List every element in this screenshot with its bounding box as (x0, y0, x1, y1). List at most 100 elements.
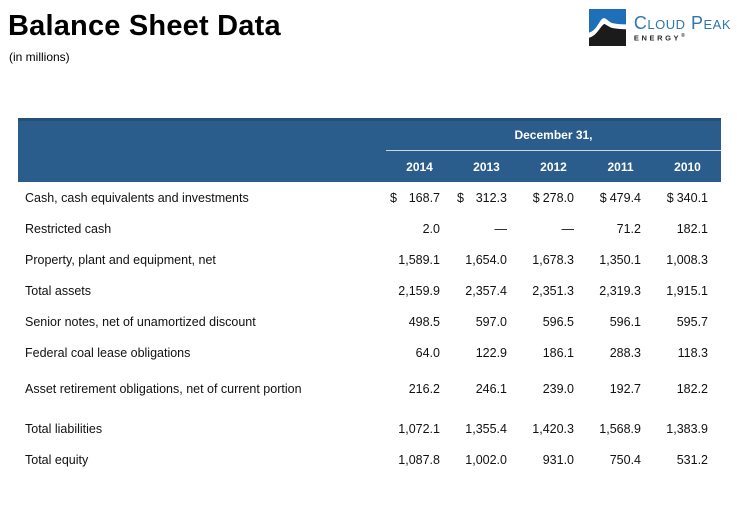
cell-value: 340.1 (676, 190, 708, 205)
cell-value: 1,350.1 (599, 252, 641, 267)
cell-value: 2,351.3 (532, 283, 574, 298)
cell: 186.1 (520, 346, 587, 360)
cell-value: 595.7 (676, 314, 708, 329)
cell: 2,351.3 (520, 284, 587, 298)
table-row-property-plant-equipment: Property, plant and equipment, net 1,589… (18, 244, 721, 275)
cell: 2.0 (386, 222, 453, 236)
table-row-restricted-cash: Restricted cash 2.0 — — 71.2 182.1 (18, 213, 721, 244)
currency-symbol: $ (390, 190, 397, 205)
row-label: Senior notes, net of unamortized discoun… (25, 314, 256, 329)
cell: 1,589.1 (386, 253, 453, 267)
cell-value: 182.1 (676, 221, 708, 236)
row-label: Total assets (25, 283, 92, 298)
cell: — (520, 222, 587, 236)
registered-trademark-symbol: ® (681, 32, 685, 39)
cell-value: 1,420.3 (532, 421, 574, 436)
row-label: Total equity (25, 452, 89, 467)
cell-value: 596.1 (609, 314, 641, 329)
column-header-2011: 2011 (607, 159, 634, 174)
cell: $340.1 (654, 191, 721, 205)
currency-symbol: $ (599, 190, 607, 205)
cell-value: 122.9 (475, 345, 507, 360)
year-columns-row: 2014 2013 2012 2011 2010 (18, 151, 721, 182)
cell: 182.1 (654, 222, 721, 236)
cell: 596.5 (520, 315, 587, 329)
cell: 498.5 (386, 315, 453, 329)
cell: 1,678.3 (520, 253, 587, 267)
cell: 239.0 (520, 382, 587, 396)
cell: 1,087.8 (386, 453, 453, 467)
cell-value: 216.2 (408, 381, 440, 396)
cell-value: 596.5 (542, 314, 574, 329)
cell: — (453, 222, 520, 236)
row-label: Property, plant and equipment, net (25, 252, 216, 267)
cell: 1,002.0 (453, 453, 520, 467)
cell-value: 498.5 (408, 314, 440, 329)
cell: 182.2 (654, 382, 721, 396)
cell: $312.3 (453, 191, 520, 205)
cell-value: 1,654.0 (465, 252, 507, 267)
cell-value: 1,678.3 (532, 252, 574, 267)
cell-value: 71.2 (616, 221, 641, 236)
cell: 1,568.9 (587, 422, 654, 436)
cell: 1,383.9 (654, 422, 721, 436)
cell-value: 312.3 (475, 190, 507, 205)
cell: $479.4 (587, 191, 654, 205)
cell: 750.4 (587, 453, 654, 467)
date-header: December 31, (386, 121, 721, 151)
cell: 118.3 (654, 346, 721, 360)
table-row-cash: Cash, cash equivalents and investments $… (18, 182, 721, 213)
table-body: Cash, cash equivalents and investments $… (18, 182, 721, 475)
cell: 288.3 (587, 346, 654, 360)
cell: 1,008.3 (654, 253, 721, 267)
table-row-total-assets: Total assets 2,159.9 2,357.4 2,351.3 2,3… (18, 275, 721, 306)
table-row-federal-coal-lease: Federal coal lease obligations 64.0 122.… (18, 337, 721, 368)
cell-value: 1,008.3 (666, 252, 708, 267)
row-label: Asset retirement obligations, net of cur… (25, 381, 302, 396)
cell-value: 1,087.8 (398, 452, 440, 467)
table-row-asset-retirement: Asset retirement obligations, net of cur… (18, 373, 721, 404)
cell: 246.1 (453, 382, 520, 396)
cell: 1,350.1 (587, 253, 654, 267)
cell: 596.1 (587, 315, 654, 329)
cell-value: — (561, 221, 575, 236)
cell-value: — (494, 221, 508, 236)
cell: 595.7 (654, 315, 721, 329)
cell: 1,420.3 (520, 422, 587, 436)
cell: 71.2 (587, 222, 654, 236)
row-label: Cash, cash equivalents and investments (25, 190, 249, 205)
column-header-2013: 2013 (473, 159, 500, 174)
cell: 1,072.1 (386, 422, 453, 436)
brand-wordmark: Cloud Peak ENERGY® (634, 14, 731, 42)
cell-value: 1,589.1 (398, 252, 440, 267)
page-title: Balance Sheet Data (8, 10, 281, 42)
cell-value: 2,319.3 (599, 283, 641, 298)
row-label: Federal coal lease obligations (25, 345, 191, 360)
cell: $278.0 (520, 191, 587, 205)
cloud-peak-mountain-icon (588, 9, 626, 46)
cell: 216.2 (386, 382, 453, 396)
cell-value: 1,002.0 (465, 452, 507, 467)
cell: 597.0 (453, 315, 520, 329)
cell: 1,915.1 (654, 284, 721, 298)
row-label: Total liabilities (25, 421, 103, 436)
table-header: December 31, 2014 2013 2012 2011 2010 (18, 118, 721, 182)
cell: 64.0 (386, 346, 453, 360)
brand-logo: Cloud Peak ENERGY® (588, 9, 731, 46)
cell: 931.0 (520, 453, 587, 467)
cell-value: 64.0 (415, 345, 440, 360)
cell: 1,654.0 (453, 253, 520, 267)
cell-value: 931.0 (542, 452, 574, 467)
cell-value: 2,357.4 (465, 283, 507, 298)
cell-value: 239.0 (542, 381, 574, 396)
cell-value: 750.4 (609, 452, 641, 467)
cell-value: 278.0 (542, 190, 574, 205)
row-label: Restricted cash (25, 221, 112, 236)
cell-value: 2.0 (422, 221, 440, 236)
table-row-total-equity: Total equity 1,087.8 1,002.0 931.0 750.4… (18, 444, 721, 475)
column-header-2014: 2014 (406, 159, 433, 174)
cell-value: 186.1 (542, 345, 574, 360)
cell-value: 2,159.9 (398, 283, 440, 298)
cell: 122.9 (453, 346, 520, 360)
cell-value: 1,915.1 (666, 283, 708, 298)
